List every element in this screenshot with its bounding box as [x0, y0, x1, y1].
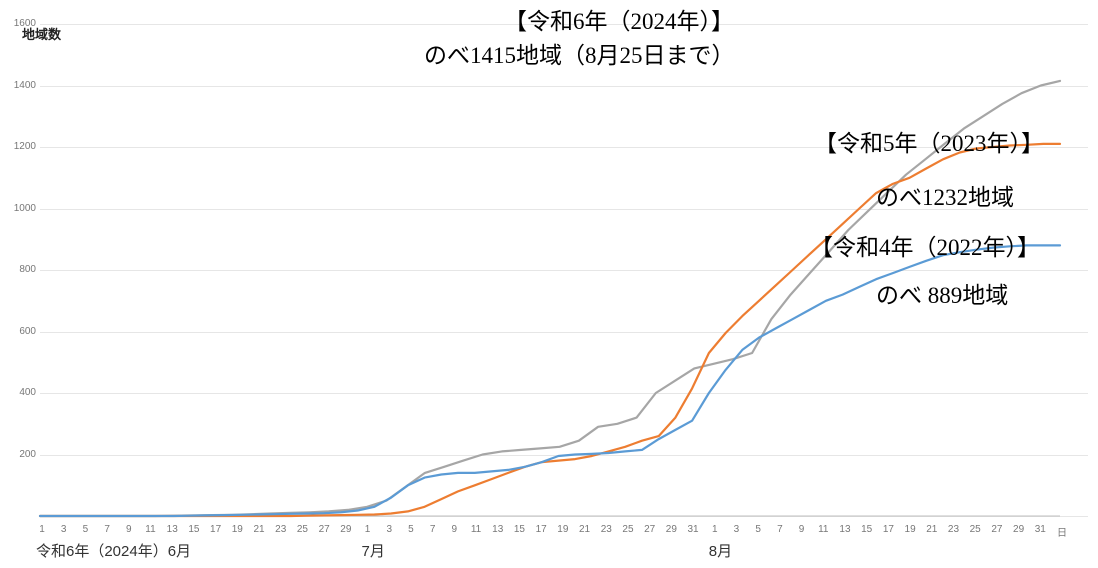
annotation: のべ1232地域: [876, 178, 1014, 212]
annotation: 【令和4年（2022年）】: [810, 228, 1040, 262]
annotation: のべ1415地域（8月25日まで）: [424, 36, 735, 70]
annotation: 【令和6年（2024年）】: [504, 2, 734, 36]
annotation: 【令和5年（2023年）】: [814, 124, 1044, 158]
annotation: のべ 889地域: [876, 276, 1008, 310]
chart-container: 地域数 2004006008001000120014001600 1357911…: [0, 0, 1098, 568]
